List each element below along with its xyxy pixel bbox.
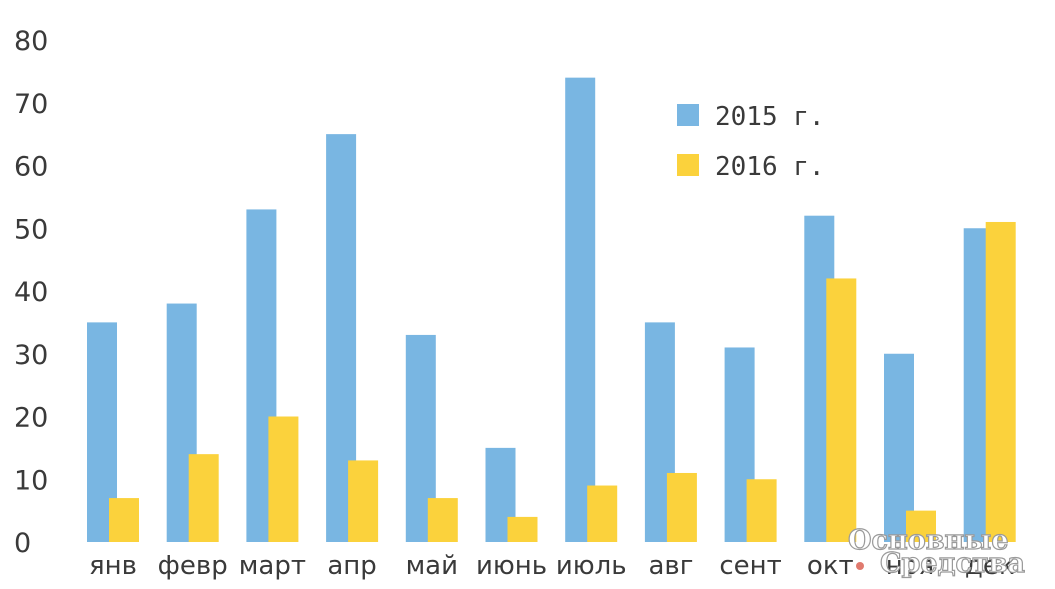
- legend-label: 2016 г.: [715, 152, 825, 182]
- y-tick-label: 40: [14, 277, 48, 308]
- y-axis-ticks: 0 10 20 30 40 50 60 70 80: [14, 26, 48, 559]
- y-tick-label: 30: [14, 340, 48, 371]
- x-category-label: дек: [965, 551, 1015, 581]
- bar-2016: [906, 510, 936, 542]
- x-category-label: март: [239, 551, 306, 581]
- bar-2016: [348, 460, 379, 542]
- y-tick-label: 20: [14, 403, 48, 434]
- bar-2016: [188, 454, 219, 542]
- y-tick-label: 50: [14, 214, 48, 245]
- watermark-logo: Основные Средства: [847, 524, 1025, 579]
- bar-2016: [507, 516, 538, 542]
- legend-swatch: [677, 104, 699, 126]
- x-axis-labels: янв февр март апр май июнь июль авг сент окт ноя де…: [89, 551, 1015, 581]
- bar-2016: [587, 485, 618, 542]
- x-category-label: февр: [158, 551, 228, 581]
- y-tick-label: 0: [14, 528, 31, 559]
- y-tick-label: 60: [14, 152, 48, 183]
- x-category-label: окт: [807, 551, 854, 581]
- bar-2016: [427, 498, 458, 542]
- x-category-label: июль: [556, 551, 627, 581]
- x-category-label: авг: [648, 551, 693, 581]
- watermark-dot-icon: [856, 562, 864, 570]
- x-category-label: янв: [89, 551, 137, 581]
- x-category-label: май: [406, 551, 458, 581]
- watermark-line-2: Средства: [880, 548, 1025, 579]
- y-tick-label: 70: [14, 89, 48, 120]
- bar-2016: [109, 498, 139, 542]
- y-tick-label: 10: [14, 465, 48, 496]
- bar-2016: [666, 472, 697, 542]
- legend-label: 2015 г.: [715, 102, 825, 132]
- bar-2015: [565, 77, 596, 543]
- bar-2016: [985, 221, 1016, 542]
- bar-2016: [826, 278, 857, 542]
- bar-2016: [268, 416, 299, 542]
- legend: 2015 г. 2016 г.: [677, 102, 825, 182]
- x-category-label: апр: [327, 551, 376, 581]
- x-category-label: ноя: [886, 551, 935, 581]
- y-tick-label: 80: [14, 26, 48, 57]
- bar-2016: [746, 479, 777, 542]
- bars: [87, 77, 1016, 543]
- watermark-line-1: Основные: [848, 525, 1009, 556]
- legend-swatch: [677, 154, 699, 176]
- x-category-label: сент: [719, 551, 781, 581]
- x-category-label: июнь: [476, 551, 547, 581]
